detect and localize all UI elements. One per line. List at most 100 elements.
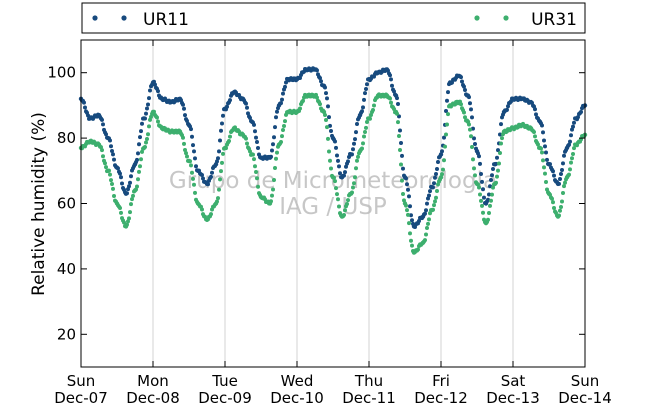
data-point-interp — [441, 167, 445, 172]
x-tick-label-day: Wed — [281, 372, 314, 390]
data-point-interp — [558, 176, 562, 181]
data-point-interp — [362, 97, 366, 102]
data-point-interp — [388, 96, 392, 101]
data-point-interp — [442, 135, 446, 140]
data-point-interp — [540, 123, 544, 128]
data-point-interp — [137, 169, 141, 174]
data-point-interp — [128, 210, 132, 215]
data-point-interp — [116, 166, 120, 171]
data-point-interp — [228, 134, 232, 139]
data-point-interp — [541, 130, 545, 135]
data-point — [438, 175, 444, 180]
data-point-interp — [183, 113, 187, 118]
data-point-interp — [189, 163, 193, 168]
data-point-interp — [427, 193, 431, 198]
data-point-interp — [360, 109, 364, 114]
data-point-interp — [569, 160, 573, 165]
data-point-interp — [185, 154, 189, 159]
data-point-interp — [351, 147, 355, 152]
data-point-interp — [489, 198, 493, 203]
data-point-interp — [193, 156, 197, 161]
data-point-interp — [182, 141, 186, 146]
data-point-interp — [352, 181, 356, 186]
data-point-interp — [328, 123, 332, 128]
data-point-interp — [191, 143, 195, 148]
data-point-interp — [542, 138, 546, 143]
legend-label-ur31: UR31 — [531, 10, 577, 30]
data-point-interp — [570, 156, 574, 161]
data-point-interp — [426, 196, 430, 201]
data-point-interp — [188, 159, 192, 164]
data-point-interp — [252, 122, 256, 127]
data-point-interp — [536, 142, 540, 147]
data-point-interp — [274, 115, 278, 120]
data-point-interp — [327, 149, 331, 154]
data-point-interp — [559, 204, 563, 209]
data-point-interp — [401, 191, 405, 196]
data-point-interp — [533, 107, 537, 112]
data-point-interp — [147, 124, 151, 129]
data-point-interp — [318, 102, 322, 107]
data-point-interp — [335, 192, 339, 197]
data-point-interp — [221, 151, 225, 156]
data-point-interp — [275, 150, 279, 155]
data-point-interp — [473, 173, 477, 178]
data-point-interp — [409, 213, 413, 218]
data-point-interp — [398, 148, 402, 153]
data-point-interp — [494, 180, 498, 185]
x-tick-label-date: Dec-11 — [342, 389, 396, 407]
data-point-interp — [282, 124, 286, 129]
data-point-interp — [477, 185, 481, 190]
data-point-interp — [435, 167, 439, 172]
data-point-interp — [468, 127, 472, 132]
data-point-interp — [552, 173, 556, 178]
data-point-interp — [274, 156, 278, 161]
x-tick-label-day: Thu — [354, 372, 383, 390]
data-point-interp — [443, 144, 447, 149]
data-point-interp — [255, 176, 259, 181]
data-point-interp — [425, 226, 429, 231]
data-point-interp — [406, 187, 410, 192]
watermark: Grupo de Micrometeorologia IAG / USP — [169, 168, 497, 220]
data-point-interp — [335, 153, 339, 158]
y-tick-label: 100 — [47, 64, 76, 82]
data-point-interp — [110, 181, 114, 186]
data-point-interp — [435, 189, 439, 194]
data-point-interp — [436, 159, 440, 164]
data-point-interp — [210, 170, 214, 175]
data-point-interp — [344, 164, 348, 169]
data-point-interp — [534, 112, 538, 117]
watermark-line-2: IAG / USP — [279, 194, 387, 220]
data-point-interp — [569, 133, 573, 138]
data-point-interp — [184, 151, 188, 156]
data-point-interp — [567, 172, 571, 177]
data-point-interp — [559, 172, 563, 177]
data-point-interp — [490, 173, 494, 178]
data-point-interp — [119, 175, 123, 180]
data-point-interp — [148, 88, 152, 93]
data-point-interp — [396, 101, 400, 106]
data-point-interp — [570, 127, 574, 132]
series-ur11 — [78, 66, 588, 229]
data-point-interp — [372, 103, 376, 108]
data-point-interp — [271, 187, 275, 192]
data-point — [438, 152, 444, 157]
data-point-interp — [462, 110, 466, 115]
data-point-interp — [128, 180, 132, 185]
data-point-interp — [360, 146, 364, 151]
data-point-interp — [431, 185, 435, 190]
data-point-interp — [488, 203, 492, 208]
data-point-interp — [270, 148, 274, 153]
points-layer — [78, 66, 588, 255]
series-ur31 — [78, 92, 588, 255]
data-point-interp — [495, 155, 499, 160]
data-point-interp — [298, 106, 302, 111]
x-tick-label-day: Sun — [67, 372, 96, 390]
data-point-interp — [269, 199, 273, 204]
data-point-interp — [283, 84, 287, 89]
data-point-interp — [400, 153, 404, 158]
data-point-interp — [400, 178, 404, 183]
data-point-interp — [100, 148, 104, 153]
data-point-interp — [356, 154, 360, 159]
data-point-interp — [279, 101, 283, 106]
